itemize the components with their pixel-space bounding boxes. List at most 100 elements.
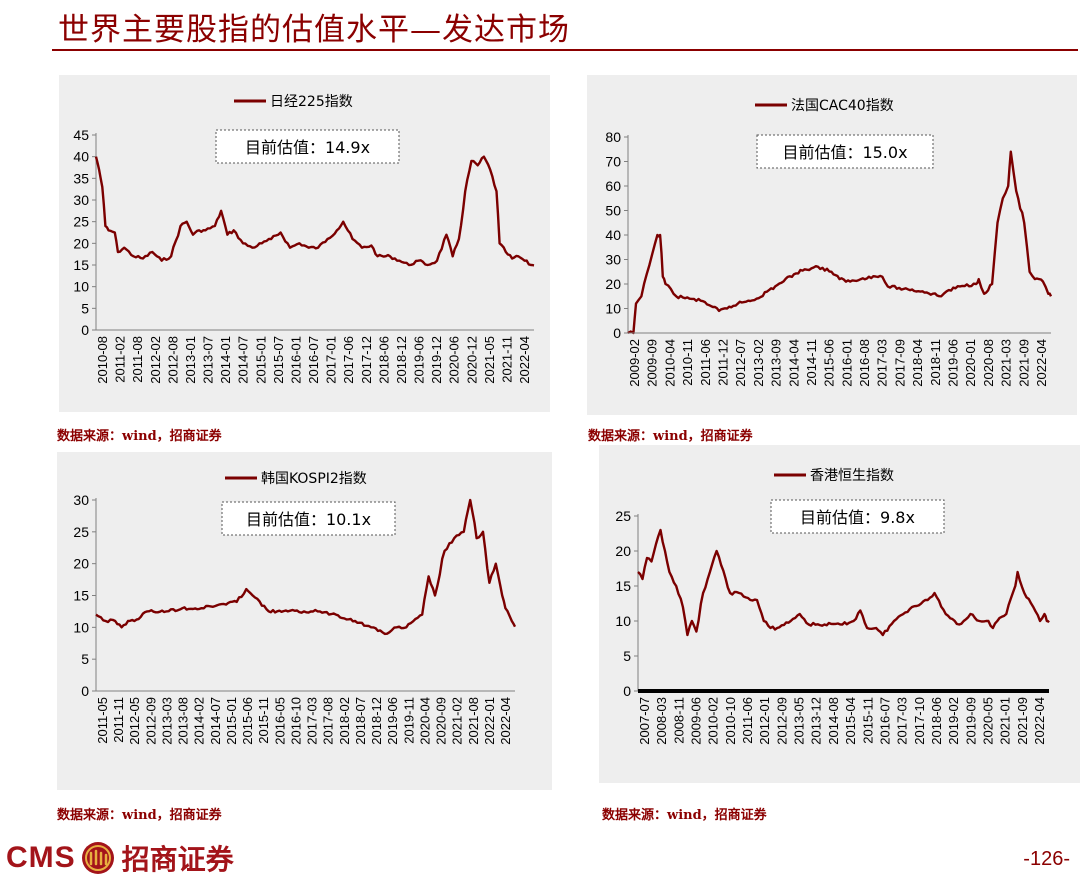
- x-tick-label: 2015-06: [240, 697, 255, 745]
- x-tick-label: 2021-01: [998, 697, 1013, 745]
- x-tick-label: 2018-11: [928, 339, 943, 386]
- x-tick-label: 2011-05: [95, 697, 110, 744]
- y-tick-label: 5: [623, 648, 631, 664]
- y-tick-label: 45: [73, 127, 89, 143]
- x-tick-label: 2008-11: [671, 697, 686, 744]
- x-tick-label: 2012-09: [774, 697, 789, 745]
- legend-label: 香港恒生指数: [810, 468, 894, 484]
- x-tick-label: 2019-11: [401, 697, 416, 744]
- x-tick-label: 2022-04: [1034, 339, 1049, 387]
- y-tick-label: 70: [605, 154, 621, 170]
- x-tick-label: 2020-12: [464, 336, 479, 384]
- valuation-annotation: 目前估值：10.1x: [246, 510, 371, 529]
- x-tick-label: 2015-01: [224, 697, 239, 745]
- series-line: [637, 528, 1050, 637]
- title-divider: [52, 49, 1078, 51]
- x-tick-label: 2021-09: [1016, 339, 1031, 387]
- source-label-hangseng: 数据来源：wind，招商证券: [602, 808, 767, 823]
- logo-text: CMS: [6, 841, 76, 874]
- valuation-annotation-box: [221, 501, 396, 536]
- legend-label: 日经225指数: [270, 94, 353, 110]
- x-tick-label: 2012-02: [148, 336, 163, 384]
- x-tick-label: 2011-08: [130, 336, 145, 383]
- x-tick-label: 2014-01: [218, 336, 233, 384]
- x-tick-label: 2014-08: [826, 697, 841, 745]
- x-tick-label: 2017-03: [895, 697, 910, 745]
- x-tick-label: 2015-11: [860, 697, 875, 744]
- x-tick-label: 2018-12: [369, 697, 384, 745]
- x-tick-label: 2020-06: [447, 336, 462, 384]
- y-tick-label: 10: [73, 279, 89, 295]
- x-tick-label: 2017-08: [321, 697, 336, 745]
- x-tick-label: 2015-01: [253, 336, 268, 384]
- valuation-annotation-box: [770, 499, 945, 534]
- y-tick-label: 25: [73, 214, 89, 230]
- x-tick-label: 2011-06: [698, 339, 713, 386]
- x-tick-label: 2018-06: [929, 697, 944, 745]
- x-tick-label: 2018-02: [337, 697, 352, 745]
- y-tick-label: 5: [81, 300, 89, 316]
- valuation-annotation-box: [756, 134, 934, 169]
- x-tick-label: 2017-06: [341, 336, 356, 384]
- x-tick-label: 2021-09: [1015, 697, 1030, 745]
- x-tick-label: 2010-11: [680, 339, 695, 386]
- y-tick-label: 15: [73, 588, 89, 604]
- valuation-annotation: 目前估值：15.0x: [782, 143, 907, 162]
- x-tick-label: 2019-12: [429, 336, 444, 384]
- x-tick-label: 2013-01: [183, 336, 198, 384]
- legend-label: 法国CAC40指数: [791, 98, 894, 114]
- y-tick-label: 25: [73, 524, 89, 540]
- x-tick-label: 2007-07: [637, 697, 652, 745]
- x-tick-label: 2008-03: [654, 697, 669, 745]
- x-tick-label: 2012-09: [143, 697, 158, 745]
- x-tick-label: 2017-10: [912, 697, 927, 745]
- x-tick-label: 2019-02: [946, 697, 961, 745]
- x-tick-label: 2013-12: [809, 697, 824, 745]
- x-tick-label: 2016-01: [839, 339, 854, 387]
- x-tick-label: 2021-05: [482, 336, 497, 384]
- y-tick-label: 5: [81, 651, 89, 667]
- x-tick-label: 2020-05: [980, 697, 995, 745]
- x-tick-label: 2013-09: [769, 339, 784, 387]
- y-tick-label: 20: [73, 235, 89, 251]
- x-tick-label: 2017-12: [359, 336, 374, 384]
- x-tick-label: 2014-04: [786, 339, 801, 387]
- x-tick-label: 2013-07: [201, 336, 216, 384]
- x-tick-label: 2022-01: [482, 697, 497, 745]
- x-tick-label: 2014-07: [236, 336, 251, 384]
- x-tick-label: 2012-08: [165, 336, 180, 384]
- valuation-annotation-box: [215, 129, 400, 164]
- x-tick-label: 2011-06: [740, 697, 755, 744]
- legend-label: 韩国KOSPI2指数: [261, 471, 367, 487]
- x-tick-label: 2018-07: [353, 697, 368, 745]
- y-tick-label: 10: [615, 613, 631, 629]
- x-tick-label: 2009-09: [645, 339, 660, 387]
- x-tick-label: 2011-02: [113, 336, 128, 383]
- x-tick-label: 2022-04: [517, 336, 532, 384]
- x-tick-label: 2015-11: [256, 697, 271, 744]
- x-tick-label: 2019-09: [963, 697, 978, 745]
- x-tick-label: 2021-08: [466, 697, 481, 745]
- x-tick-label: 2022-04: [1032, 697, 1047, 745]
- x-tick-label: 2010-02: [706, 697, 721, 745]
- x-tick-label: 2016-10: [288, 697, 303, 745]
- cms-emblem-icon: [81, 842, 114, 874]
- x-tick-label: 2013-03: [159, 697, 174, 745]
- x-tick-label: 2013-02: [751, 339, 766, 387]
- x-tick-label: 2014-02: [192, 697, 207, 745]
- x-tick-label: 2017-03: [875, 339, 890, 387]
- y-tick-label: 0: [623, 683, 631, 699]
- x-tick-label: 2021-11: [499, 336, 514, 383]
- y-tick-label: 0: [613, 325, 621, 341]
- x-tick-label: 2017-09: [892, 339, 907, 387]
- series-line: [627, 150, 1053, 335]
- y-tick-label: 20: [73, 556, 89, 572]
- y-tick-label: 15: [615, 578, 631, 594]
- x-tick-label: 2020-09: [434, 697, 449, 745]
- valuation-annotation: 目前估值：9.8x: [800, 508, 915, 527]
- brand-name: 招商证券: [121, 843, 234, 876]
- x-tick-label: 2020-08: [981, 339, 996, 387]
- x-tick-label: 2016-07: [306, 336, 321, 384]
